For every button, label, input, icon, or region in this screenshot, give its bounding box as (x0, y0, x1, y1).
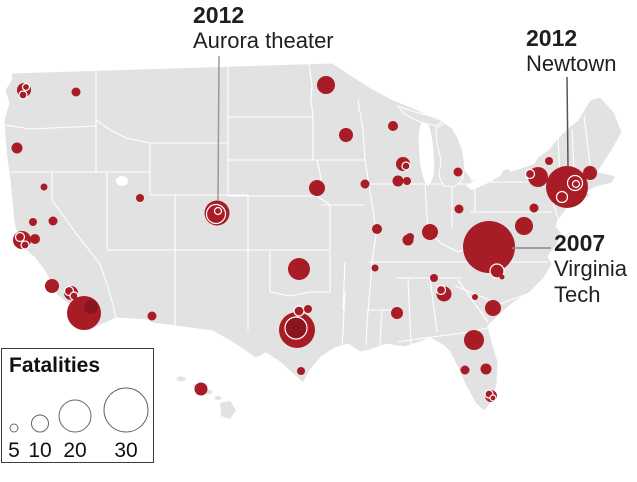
fatality-bubble (40, 183, 48, 191)
fatality-bubble (194, 382, 208, 396)
fatality-bubble (555, 190, 569, 204)
lake-ontario (508, 155, 540, 172)
fatality-bubble (339, 128, 353, 142)
fatality-bubble (402, 234, 414, 246)
annotation-aurora-year: 2012 (193, 2, 245, 28)
fatality-bubble (391, 307, 403, 319)
fatality-bubble (463, 221, 515, 273)
fatality-bubble (317, 76, 335, 94)
fatality-bubble (480, 363, 492, 375)
fatality-bubble (489, 394, 497, 402)
fatality-bubble (435, 284, 447, 296)
fatality-bubble (401, 161, 411, 171)
us-mainland (3, 62, 623, 412)
fatality-bubble (392, 175, 404, 187)
lake-michigan (418, 118, 435, 186)
fatality-bubble (48, 216, 58, 226)
lake-superior-notch (332, 63, 430, 116)
annotation-newtown-year: 2012 (526, 25, 578, 51)
legend-circle-10 (31, 414, 49, 433)
legend-value-30: 30 (114, 439, 138, 462)
fatality-bubble (309, 180, 325, 196)
annotation-aurora-label: Aurora theater (193, 28, 334, 53)
fatality-bubble (545, 157, 553, 165)
fatality-bubble (430, 274, 438, 282)
fatality-bubble (422, 224, 438, 240)
legend-circle-30 (103, 387, 149, 433)
fatality-bubble (45, 279, 59, 293)
fatality-bubble (360, 179, 370, 189)
legend-value-10: 10 (28, 439, 52, 462)
state-borders (5, 62, 593, 349)
fatality-bubble (371, 264, 379, 272)
fatality-bubble (288, 258, 310, 280)
fatality-bubble (460, 365, 470, 375)
fatality-bubble (29, 218, 37, 226)
fatality-bubble (499, 274, 505, 280)
legend: Fatalities 5 10 20 30 (1, 348, 154, 463)
fatality-bubble (454, 204, 464, 214)
annotation-aurora: 2012 Aurora theater (193, 2, 334, 54)
fatality-bubble (583, 166, 597, 180)
leader-line-newtown (566, 76, 569, 167)
fatality-bubble (14, 231, 26, 243)
great-salt-lake (116, 176, 128, 186)
legend-circle-20 (58, 399, 92, 433)
legend-title: Fatalities (9, 354, 101, 377)
fatality-bubble (284, 316, 308, 340)
fatality-bubble (529, 203, 539, 213)
fatality-bubble (11, 142, 23, 154)
fatality-bubble (489, 263, 505, 279)
fatality-bubble (464, 330, 484, 350)
fatality-bubble (18, 90, 28, 100)
annotation-newtown: 2012 Newtown (526, 25, 616, 77)
michigan-lower-peninsula (435, 122, 466, 188)
michigan-upper-peninsula (396, 104, 445, 127)
legend-value-5: 5 (8, 439, 20, 462)
fatality-bubble (293, 305, 305, 317)
fatality-bubble (571, 179, 581, 189)
fatality-bubble (136, 194, 144, 202)
fatality-bubble (453, 167, 463, 177)
fatality-bubble (403, 177, 411, 185)
fatality-bubble (213, 206, 223, 216)
legend-circle-5 (9, 423, 19, 433)
fatality-bubbles-layer (11, 76, 597, 402)
legend-value-20: 20 (63, 439, 87, 462)
fatality-bubble (67, 296, 101, 330)
fatality-bubble (472, 294, 478, 300)
fatality-bubble (71, 87, 81, 97)
annotation-virginia-tech-label: Virginia Tech (554, 256, 627, 307)
fatality-bubble (304, 305, 312, 313)
annotation-virginia-tech-year: 2007 (554, 230, 606, 256)
fatality-bubble (515, 217, 533, 235)
legend-size-circles (9, 387, 149, 433)
fatality-bubble (297, 367, 305, 375)
fatality-bubble (524, 168, 536, 180)
annotation-newtown-label: Newtown (526, 51, 617, 76)
lake-erie (466, 168, 505, 190)
fatality-bubble (147, 311, 157, 321)
hawaii-islands (176, 376, 236, 419)
fatality-bubble (485, 300, 501, 316)
fatality-bubble (21, 82, 31, 92)
fatality-bubble (84, 300, 98, 314)
fatality-bubble (30, 234, 40, 244)
leader-line-aurora (217, 55, 220, 202)
fatality-bubble (388, 121, 398, 131)
annotation-virginia-tech: 2007 Virginia Tech (554, 230, 637, 308)
fatality-bubble (20, 240, 30, 250)
fatality-bubble (372, 224, 382, 234)
